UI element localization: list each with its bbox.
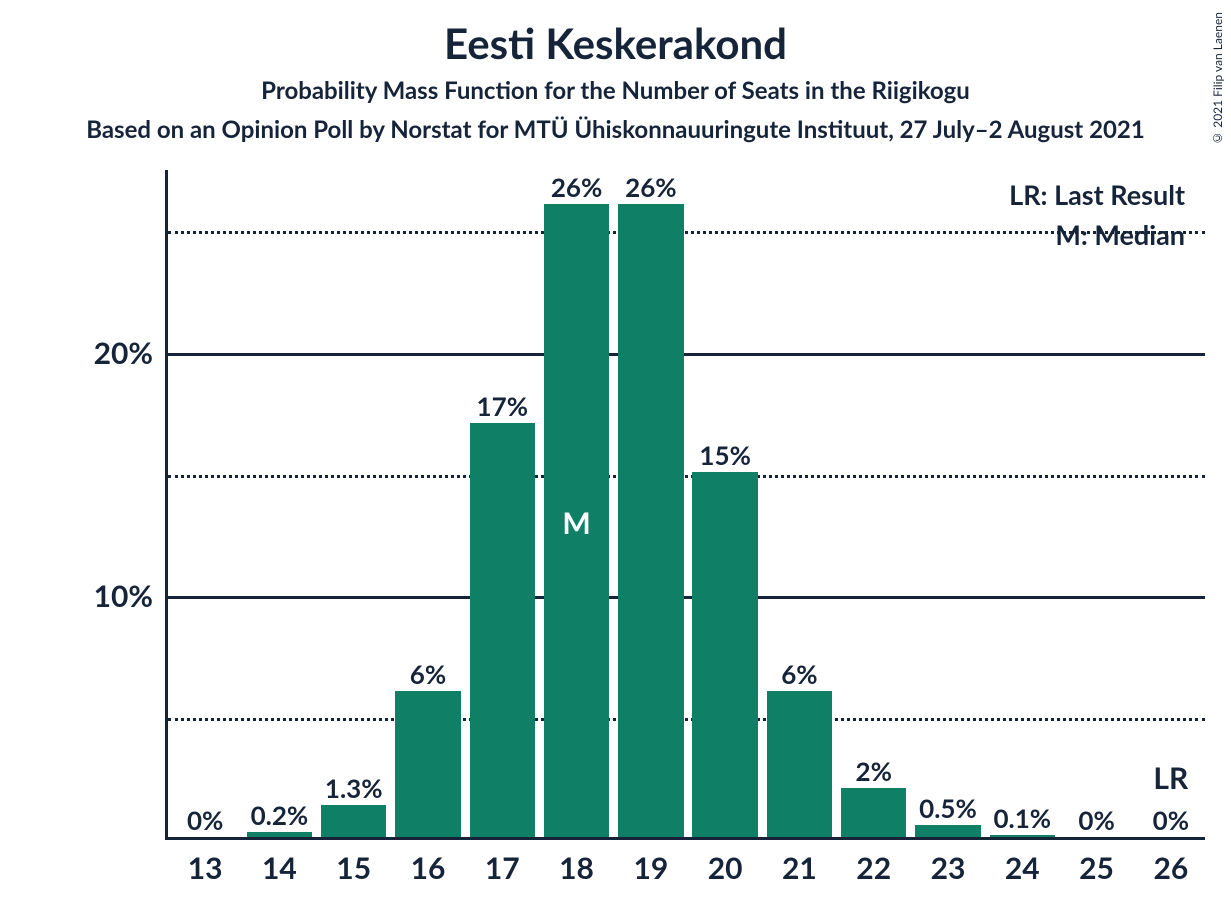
bar-value-label: 17% xyxy=(477,390,528,422)
median-marker: M xyxy=(562,505,590,541)
bar xyxy=(692,472,757,837)
bar-value-label: 1.3% xyxy=(325,772,383,804)
bar-value-label: 0.5% xyxy=(919,792,977,824)
bar-value-label: 6% xyxy=(781,658,817,690)
x-tick-label: 22 xyxy=(856,850,891,886)
y-tick-label: 10% xyxy=(94,578,153,614)
gridline-minor xyxy=(168,231,1205,234)
x-tick-label: 21 xyxy=(782,850,817,886)
bar xyxy=(618,204,683,837)
x-tick-label: 24 xyxy=(1005,850,1040,886)
bar xyxy=(395,691,460,837)
x-tick-label: 13 xyxy=(188,850,223,886)
title-main: Eesti Keskerakond xyxy=(0,0,1231,68)
x-tick-label: 16 xyxy=(411,850,446,886)
legend-lr: LR: Last Result xyxy=(1009,178,1185,211)
bar-value-label: 0.1% xyxy=(993,802,1051,834)
y-tick-label: 20% xyxy=(94,335,153,371)
x-tick-label: 19 xyxy=(633,850,668,886)
copyright-text: © 2021 Filip van Laenen xyxy=(1210,12,1225,146)
bar-value-label: 15% xyxy=(699,439,750,471)
x-tick-label: 25 xyxy=(1079,850,1114,886)
chart: LR: Last Result M: Median 0% 13 0.2% 14 1.3%… xyxy=(0,170,1231,924)
title-note: Based on an Opinion Poll by Norstat for … xyxy=(0,105,1231,144)
bar-value-label: 2% xyxy=(856,755,892,787)
bar-value-label: 0% xyxy=(1078,804,1114,836)
bar-value-label: 26% xyxy=(551,171,602,203)
bar-value-label: 26% xyxy=(625,171,676,203)
title-sub: Probability Mass Function for the Number… xyxy=(0,68,1231,105)
bar xyxy=(247,832,312,837)
title-block: Eesti Keskerakond Probability Mass Funct… xyxy=(0,0,1231,144)
x-tick-label: 18 xyxy=(559,850,594,886)
x-tick-label: 20 xyxy=(708,850,743,886)
gridline-minor xyxy=(168,475,1205,478)
gridline-minor xyxy=(168,718,1205,721)
bar-value-label: 0% xyxy=(1153,804,1189,836)
bar xyxy=(990,835,1055,837)
bar-value-label: 6% xyxy=(410,658,446,690)
bar-value-label: 0% xyxy=(187,804,223,836)
x-tick-label: 26 xyxy=(1153,850,1188,886)
x-tick-label: 14 xyxy=(262,850,297,886)
bar xyxy=(767,691,832,837)
legend-m: M: Median xyxy=(1055,218,1185,251)
x-tick-label: 17 xyxy=(485,850,520,886)
plot-area: LR: Last Result M: Median 0%130.2%141.3%… xyxy=(165,170,1205,840)
bar xyxy=(470,423,535,837)
bar xyxy=(915,825,980,837)
x-tick-label: 23 xyxy=(931,850,966,886)
bar xyxy=(841,788,906,837)
gridline-major xyxy=(168,353,1205,356)
gridline-major xyxy=(168,596,1205,599)
bar-value-label: 0.2% xyxy=(251,799,309,831)
last-result-marker: LR xyxy=(1153,760,1188,796)
x-tick-label: 15 xyxy=(336,850,371,886)
bar xyxy=(321,805,386,837)
